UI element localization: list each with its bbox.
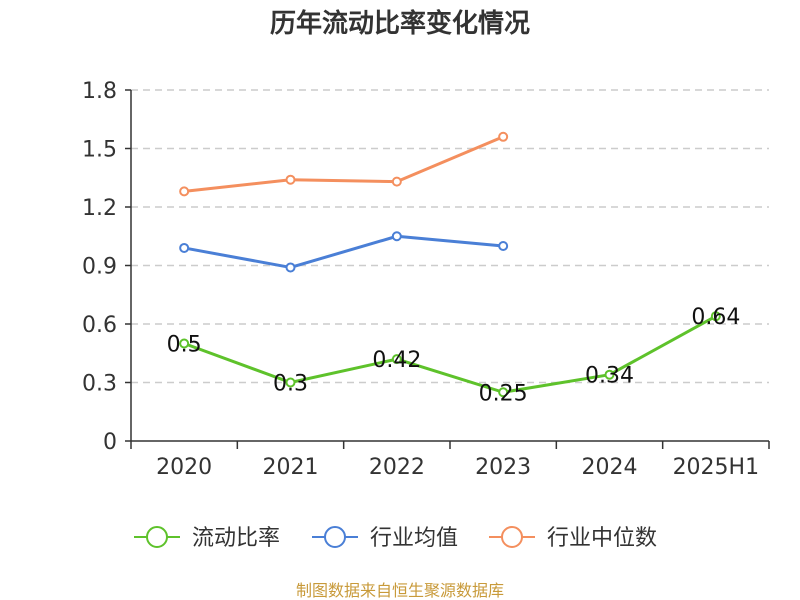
legend-label: 行业中位数	[547, 526, 657, 551]
legend-marker	[146, 526, 168, 548]
legend-label: 流动比率	[192, 526, 280, 551]
y-tick-label: 1.5	[82, 138, 117, 163]
data-point	[285, 174, 296, 185]
source-note: 制图数据来自恒生聚源数据库	[296, 581, 504, 600]
legend-marker	[501, 526, 523, 548]
x-tick-label: 2023	[475, 455, 531, 480]
y-tick-label: 1.8	[82, 79, 117, 104]
data-point	[179, 242, 190, 253]
data-labels: 0.5 0.3 0.42 0.25 0.34 0.64	[167, 305, 741, 406]
data-point	[710, 311, 721, 322]
chart-title: 历年流动比率变化情况	[270, 8, 530, 39]
data-point	[285, 262, 296, 273]
data-label: 0.34	[585, 364, 634, 389]
legend-item[interactable]: 行业均值	[312, 526, 458, 551]
legend: 流动比率 行业均值 行业中位数	[134, 526, 657, 551]
data-point	[179, 186, 190, 197]
y-tick-label: 0.6	[82, 313, 117, 338]
legend-marker	[324, 526, 346, 548]
data-point	[391, 176, 402, 187]
legend-item[interactable]: 流动比率	[134, 526, 280, 551]
data-label: 0.3	[273, 372, 308, 397]
series-line-0	[183, 314, 717, 394]
x-tick-label: 2021	[263, 455, 319, 480]
data-point	[391, 354, 402, 365]
data-point	[498, 387, 509, 398]
data-point	[391, 231, 402, 242]
x-tick-label: 2022	[369, 455, 425, 480]
data-label: 0.64	[691, 305, 740, 330]
x-tick-label: 2024	[582, 455, 638, 480]
data-point	[179, 338, 190, 349]
y-tick-label: 0.3	[82, 372, 117, 397]
data-label: 0.5	[167, 333, 202, 358]
data-point	[604, 369, 615, 380]
data-point	[498, 241, 509, 251]
grid-lines	[131, 89, 769, 384]
legend-item[interactable]: 行业中位数	[489, 526, 657, 551]
series-layer	[179, 131, 721, 398]
data-point	[498, 131, 509, 142]
series-line-1	[183, 234, 504, 269]
x-tick-label: 2020	[156, 455, 212, 480]
data-label: 0.25	[479, 381, 528, 406]
y-tick-label: 0	[103, 430, 117, 455]
x-tick-label: 2025H1	[673, 455, 760, 480]
legend-label: 行业均值	[370, 526, 458, 551]
data-label: 0.42	[372, 348, 421, 373]
y-tick-label: 0.9	[82, 255, 117, 280]
y-tick-label: 1.2	[82, 196, 117, 221]
axes: 0 0.3 0.6 0.9 1.2 1.5 1.8 2020 2021 2022 2023 2024 2…	[82, 79, 770, 480]
data-point	[285, 377, 296, 388]
series-line-2	[184, 135, 504, 193]
